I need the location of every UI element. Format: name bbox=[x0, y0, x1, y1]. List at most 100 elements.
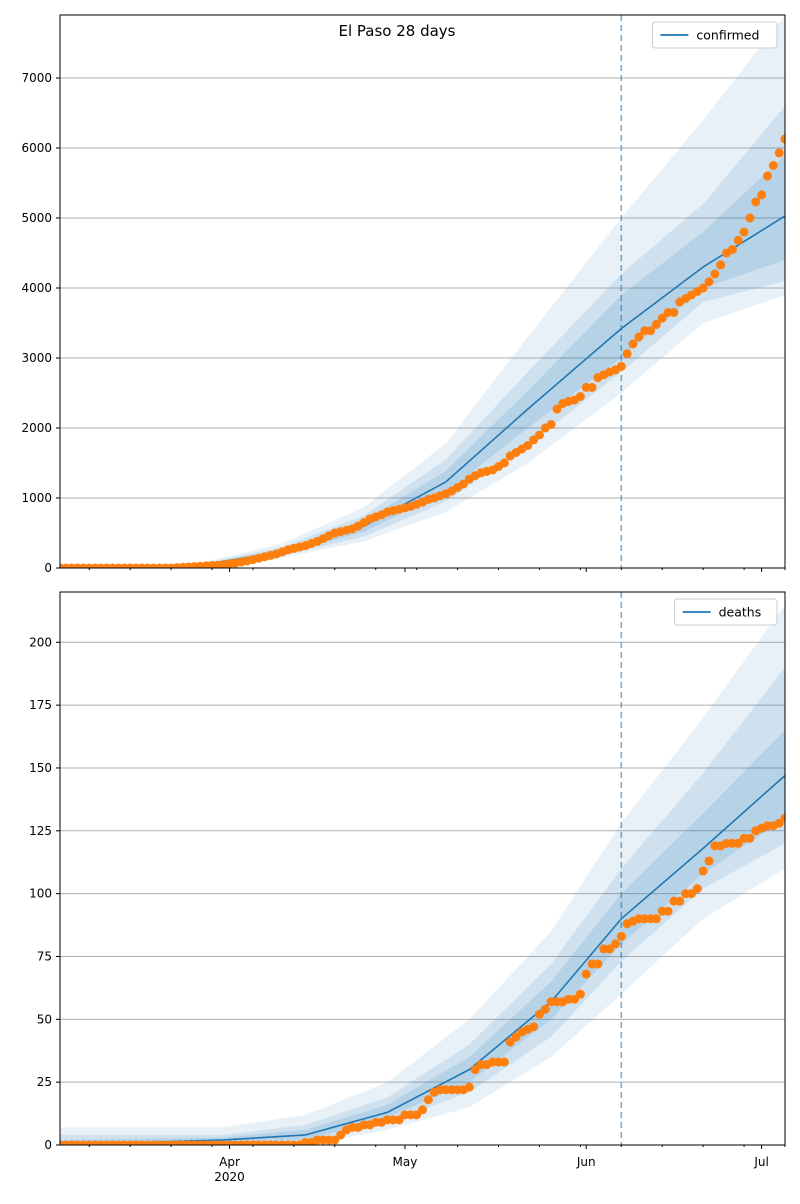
observed-point bbox=[646, 326, 656, 336]
observed-point bbox=[523, 441, 533, 450]
observed-point bbox=[692, 884, 702, 894]
observed-point bbox=[762, 171, 772, 181]
observed-point bbox=[710, 269, 720, 279]
observed-point bbox=[651, 319, 661, 329]
observed-point bbox=[610, 939, 620, 949]
observed-point bbox=[605, 944, 615, 954]
observed-point bbox=[675, 896, 685, 906]
y-tick-label: 0 bbox=[44, 561, 52, 575]
observed-point bbox=[587, 382, 597, 392]
legend-label: deaths bbox=[719, 605, 762, 620]
observed-point bbox=[505, 1037, 515, 1047]
observed-point bbox=[663, 906, 673, 916]
observed-point bbox=[336, 1130, 346, 1140]
observed-point bbox=[412, 1110, 422, 1120]
observed-point bbox=[751, 197, 761, 207]
y-tick-label: 25 bbox=[37, 1075, 52, 1089]
observed-point bbox=[540, 1004, 550, 1014]
y-tick-label: 150 bbox=[29, 761, 52, 775]
x-tick-label: Apr bbox=[219, 1155, 240, 1169]
observed-point bbox=[780, 813, 785, 823]
y-tick-label: 5000 bbox=[21, 211, 52, 225]
y-tick-label: 200 bbox=[29, 635, 52, 649]
observed-point bbox=[546, 420, 556, 429]
observed-point bbox=[634, 332, 644, 342]
plot-area bbox=[60, 592, 785, 1145]
observed-point bbox=[698, 283, 708, 293]
observed-point bbox=[745, 213, 755, 223]
observed-point bbox=[651, 914, 661, 924]
observed-point bbox=[529, 1022, 539, 1032]
x-tick-label: Jun bbox=[576, 1155, 596, 1169]
legend-box bbox=[651, 21, 778, 49]
observed-point bbox=[418, 1105, 427, 1115]
figure-title: El Paso 28 days bbox=[339, 22, 456, 40]
observed-point bbox=[534, 430, 544, 440]
observed-point bbox=[593, 959, 603, 969]
x-tick-label: Jul bbox=[753, 1155, 768, 1169]
observed-point bbox=[575, 989, 585, 999]
observed-point bbox=[733, 838, 743, 848]
series-line-deaths bbox=[60, 774, 785, 1145]
observed-point bbox=[704, 856, 714, 866]
y-tick-label: 2000 bbox=[21, 421, 52, 435]
observed-point bbox=[616, 931, 626, 941]
observed-point bbox=[780, 134, 785, 144]
observed-point bbox=[499, 1057, 509, 1067]
observed-point bbox=[774, 148, 784, 158]
observed-point bbox=[698, 866, 708, 876]
y-tick-label: 50 bbox=[37, 1012, 52, 1026]
observed-point bbox=[575, 392, 585, 401]
observed-point bbox=[511, 1032, 521, 1042]
observed-point bbox=[552, 404, 562, 414]
observed-point bbox=[774, 818, 784, 828]
legend-box bbox=[674, 598, 778, 626]
observed-point bbox=[657, 313, 667, 323]
uncertainty-band bbox=[60, 604, 785, 1145]
observed-point bbox=[581, 969, 591, 979]
y-tick-label: 3000 bbox=[21, 351, 52, 365]
observed-point bbox=[733, 235, 743, 245]
panel-1: 0 1000 2000 3000 4000 5000 6000 7000 confirmed bbox=[21, 14, 786, 575]
observed-point bbox=[669, 308, 679, 317]
observed-point bbox=[727, 245, 737, 254]
uncertainty-band bbox=[60, 155, 785, 568]
y-tick-label: 4000 bbox=[21, 281, 52, 295]
observed-point bbox=[628, 339, 638, 349]
uncertainty-band bbox=[60, 15, 785, 568]
x-year-label: 2020 bbox=[214, 1170, 245, 1184]
y-tick-label: 125 bbox=[29, 824, 52, 838]
observed-point bbox=[470, 1065, 480, 1075]
observed-point bbox=[616, 361, 626, 371]
y-tick-label: 0 bbox=[44, 1138, 52, 1152]
observed-point bbox=[534, 1009, 544, 1019]
y-tick-label: 7000 bbox=[21, 71, 52, 85]
legend-label: confirmed bbox=[696, 28, 759, 43]
observed-point bbox=[768, 161, 778, 170]
y-tick-label: 175 bbox=[29, 698, 52, 712]
observed-point bbox=[716, 260, 726, 270]
y-tick-label: 1000 bbox=[21, 491, 52, 505]
observed-point bbox=[745, 833, 755, 843]
observed-point bbox=[464, 1082, 474, 1092]
legend: deaths bbox=[674, 598, 778, 626]
plot-area bbox=[60, 15, 785, 568]
observed-point bbox=[757, 190, 767, 200]
legend: confirmed bbox=[651, 21, 778, 49]
y-tick-label: 6000 bbox=[21, 141, 52, 155]
observed-point bbox=[394, 1115, 404, 1125]
observed-point bbox=[499, 458, 509, 468]
observed-point bbox=[686, 889, 696, 899]
observed-point bbox=[330, 1135, 340, 1145]
y-tick-label: 75 bbox=[37, 949, 52, 963]
observed-point bbox=[622, 349, 632, 359]
panel-2: 0 25 50 75 100 125 150 175 200 Apr May Jun Jul 2020 de… bbox=[29, 591, 786, 1184]
observed-point bbox=[423, 1095, 433, 1105]
observed-point bbox=[570, 994, 580, 1004]
x-tick-label: May bbox=[393, 1155, 418, 1169]
uncertainty-band bbox=[60, 667, 785, 1145]
observed-point bbox=[739, 227, 749, 237]
axes-frame bbox=[59, 14, 786, 569]
